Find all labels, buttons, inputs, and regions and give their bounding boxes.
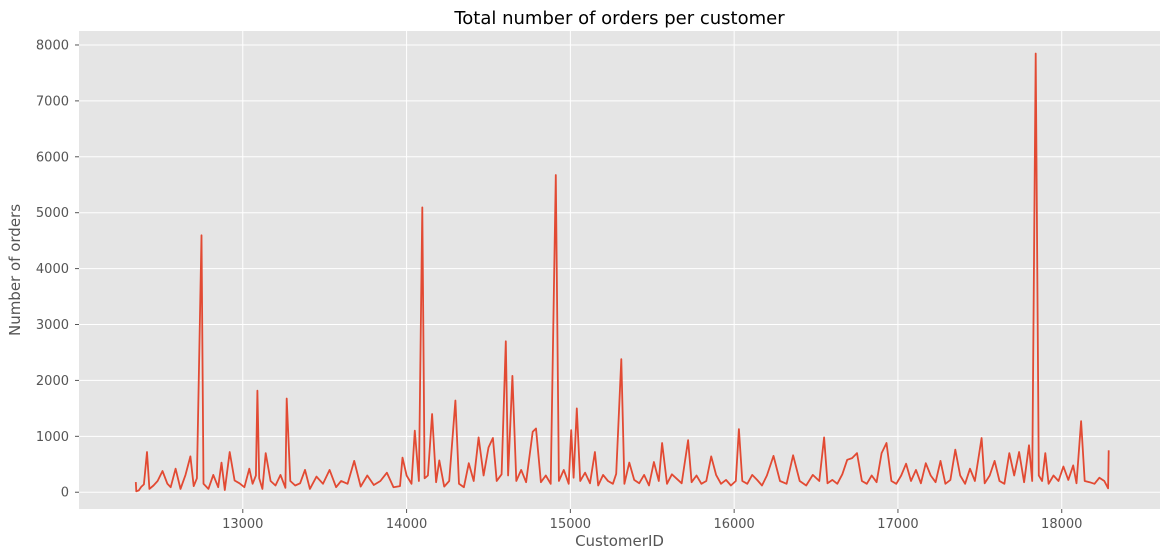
grid-lines	[79, 31, 1160, 509]
x-axis-label: CustomerID	[575, 532, 664, 549]
x-tick-label: 16000	[713, 517, 754, 532]
y-tick-label: 5000	[36, 206, 69, 221]
series-line	[134, 52, 1110, 493]
y-tick-label: 1000	[36, 430, 69, 445]
y-tick-label: 7000	[36, 94, 69, 109]
y-tick-label: 3000	[36, 318, 69, 333]
x-tick-label: 18000	[1041, 517, 1082, 532]
x-axis-ticks: 13000 14000 15000 16000 17000 18000	[222, 509, 1082, 532]
x-tick-label: 14000	[386, 517, 427, 532]
series-group	[134, 52, 1110, 493]
y-tick-label: 4000	[36, 262, 69, 277]
plot-area	[79, 31, 1160, 509]
chart-title: Total number of orders per customer	[453, 8, 785, 29]
y-tick-label: 2000	[36, 374, 69, 389]
x-tick-label: 13000	[222, 517, 263, 532]
y-tick-label: 6000	[36, 150, 69, 165]
y-tick-label: 8000	[36, 38, 69, 53]
y-axis-label: Number of orders	[6, 204, 24, 336]
x-tick-label: 17000	[877, 517, 918, 532]
y-tick-label: 0	[61, 486, 69, 501]
y-axis-ticks: 0 1000 2000 3000 4000 5000 6000 7000 8000	[36, 38, 79, 501]
x-tick-label: 15000	[550, 517, 591, 532]
